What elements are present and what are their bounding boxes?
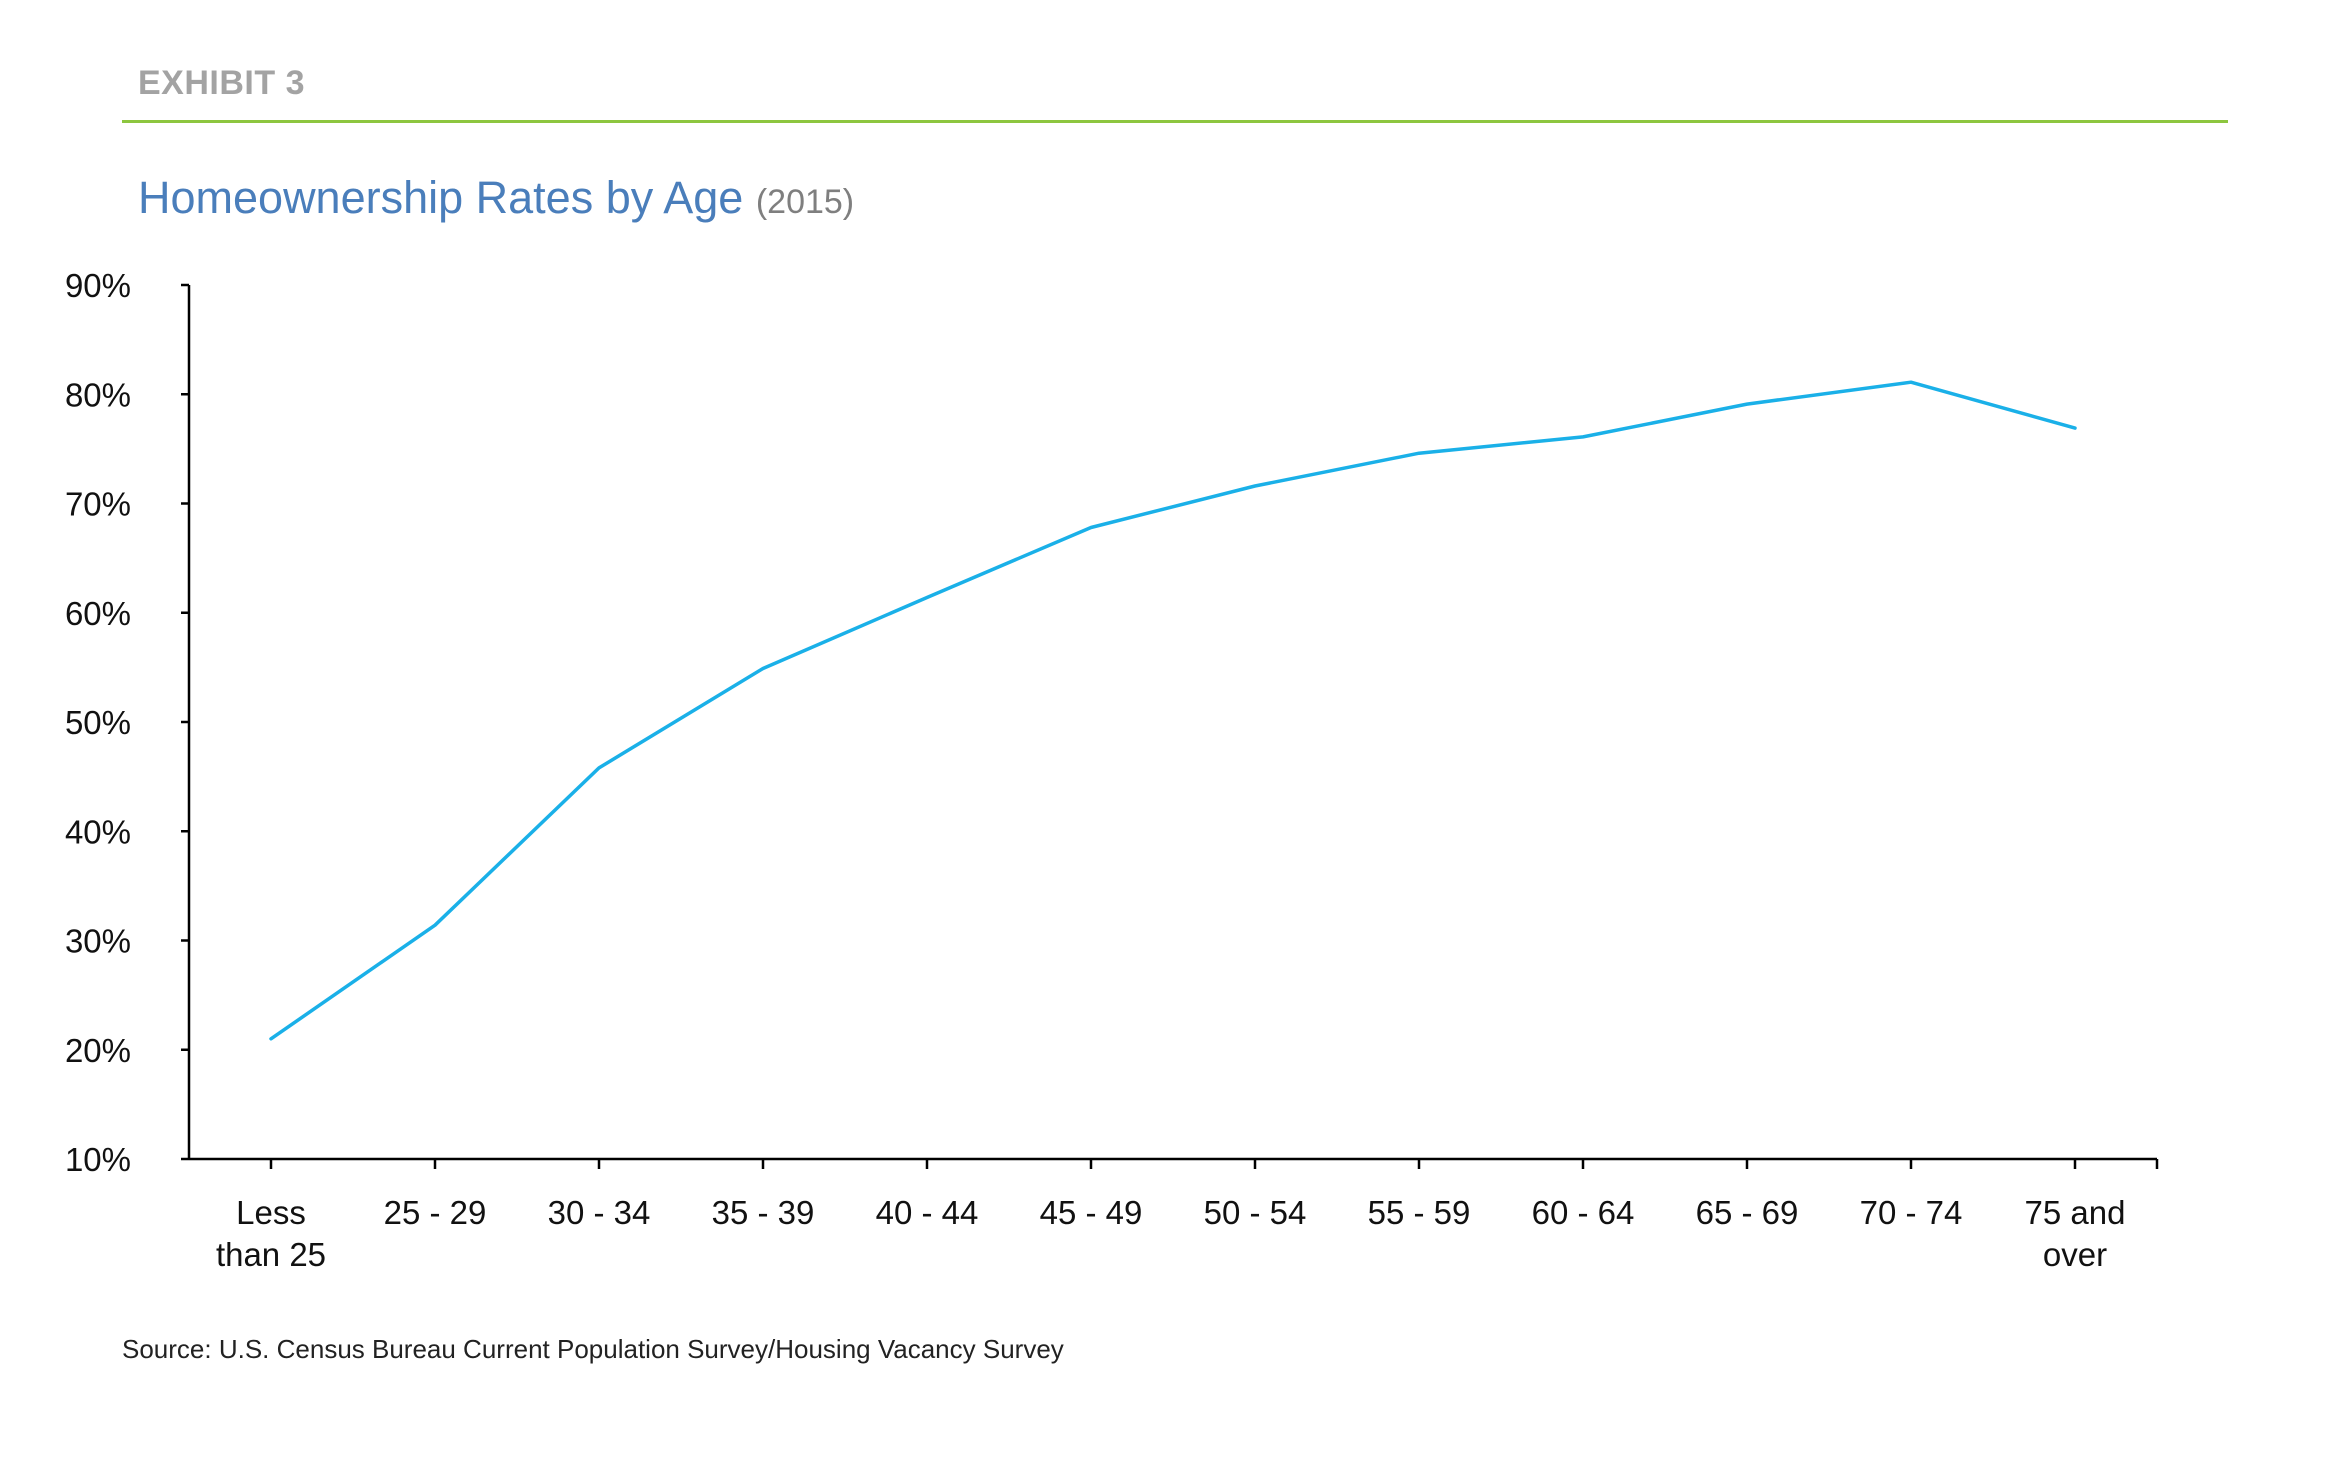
data-point (1417, 451, 1421, 455)
y-tick-label: 40% (65, 813, 131, 850)
data-point (1581, 435, 1585, 439)
y-tick-label: 20% (65, 1032, 131, 1069)
data-point (1253, 484, 1257, 488)
x-tick-label: Less than 25 (216, 1194, 326, 1273)
y-tick-label: 60% (65, 595, 131, 632)
x-tick-label: 60 - 64 (1532, 1194, 1635, 1231)
data-point (925, 595, 929, 599)
header-divider (122, 120, 2228, 123)
y-tick-label: 80% (65, 376, 131, 413)
y-tick-label: 30% (65, 923, 131, 960)
x-tick-label: 70 - 74 (1860, 1194, 1963, 1231)
data-point (2073, 426, 2077, 430)
data-point (761, 666, 765, 670)
data-point (597, 766, 601, 770)
x-tick-label: 25 - 29 (384, 1194, 487, 1231)
y-tick-label: 70% (65, 486, 131, 523)
data-point (433, 923, 437, 927)
chart-title-year: (2015) (755, 183, 855, 221)
x-tick-label: 40 - 44 (876, 1194, 979, 1231)
data-point (1909, 380, 1913, 384)
source-note: Source: U.S. Census Bureau Current Popul… (122, 1334, 1064, 1364)
x-tick-label: 75 and over (2025, 1194, 2126, 1273)
data-point (269, 1037, 273, 1041)
exhibit-label: EXHIBIT 3 (138, 64, 305, 102)
chart-title: Homeownership Rates by Age (2015) (138, 172, 854, 224)
y-tick-label: 10% (65, 1141, 131, 1178)
x-tick-label: 55 - 59 (1368, 1194, 1471, 1231)
x-tick-label: 30 - 34 (548, 1194, 651, 1231)
x-tick-label: 50 - 54 (1204, 1194, 1307, 1231)
y-tick-label: 50% (65, 704, 131, 741)
data-point (1745, 402, 1749, 406)
data-point (1089, 526, 1093, 530)
x-tick-label: 45 - 49 (1040, 1194, 1143, 1231)
x-tick-label: 35 - 39 (712, 1194, 815, 1231)
chart-title-text: Homeownership Rates by Age (138, 172, 744, 223)
x-tick-label: 65 - 69 (1696, 1194, 1799, 1231)
y-tick-label: 90% (65, 267, 131, 304)
series-line (269, 380, 2077, 1041)
